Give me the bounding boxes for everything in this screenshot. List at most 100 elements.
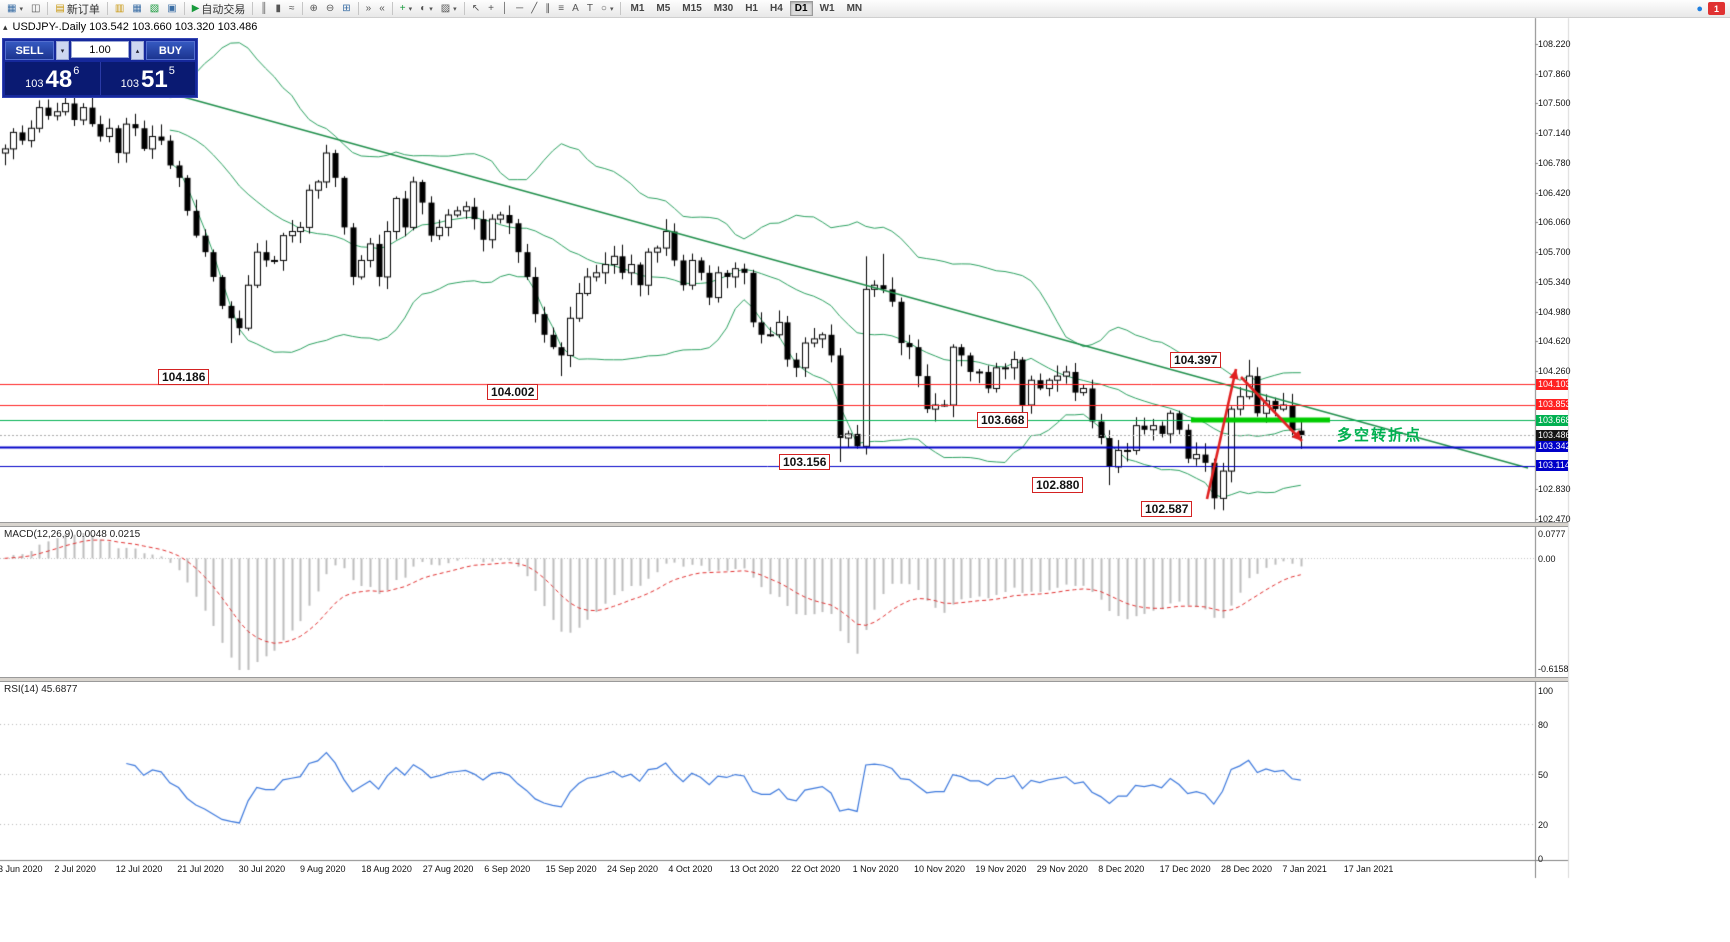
oneclick-collapse-icon[interactable]: ▴ <box>3 21 8 32</box>
date-axis-label: 21 Jul 2020 <box>177 864 224 874</box>
date-axis-label: 4 Oct 2020 <box>668 864 713 874</box>
label-tool-button[interactable]: T <box>583 1 597 17</box>
date-axis-label: 29 Nov 2020 <box>1036 864 1088 874</box>
profiles-button[interactable]: ◫ <box>27 1 44 17</box>
symbol-ohlc-text: USDJPY-.Daily 103.542 103.660 103.320 10… <box>12 21 258 33</box>
timeframe-h4[interactable]: H4 <box>765 1 788 16</box>
timeframe-h1[interactable]: H1 <box>740 1 763 16</box>
panel-separator[interactable] <box>0 522 1568 527</box>
buy-price-display[interactable]: 103 51 5 <box>99 62 196 95</box>
toolbar-separator <box>463 2 465 15</box>
date-axis-label: 6 Sep 2020 <box>484 864 531 874</box>
buy-price-base: 103 <box>120 77 140 90</box>
zoom-in-button[interactable]: ⊕ <box>306 1 322 17</box>
candlestick-chart-button[interactable]: ▮ <box>271 1 285 17</box>
text-tool-button[interactable]: A <box>568 1 583 17</box>
cn-annotation[interactable]: 多空转折点 <box>1337 427 1423 444</box>
price-annotation-label[interactable]: 103.156 <box>779 454 831 471</box>
crosshair-tool-button[interactable]: + <box>484 1 498 17</box>
new-order-button[interactable]: ▤ 新订单 <box>51 1 103 17</box>
terminal-button[interactable]: ▣ <box>163 1 180 17</box>
date-axis-label: 30 Jul 2020 <box>238 864 286 874</box>
date-axis-label: 28 Dec 2020 <box>1221 864 1273 874</box>
macd-axis-zero: 0.00 <box>1538 554 1556 565</box>
line-chart-button[interactable]: ≈ <box>285 1 299 17</box>
price-annotation-label[interactable]: 102.587 <box>1141 501 1193 518</box>
price-annotation-label[interactable]: 104.002 <box>487 384 539 401</box>
sell-button[interactable]: SELL <box>5 41 54 60</box>
fibonacci-tool-button[interactable]: ≡ <box>554 1 568 17</box>
price-axis-tick: 107.140 <box>1538 128 1571 139</box>
navigator-button[interactable]: ▧ <box>146 1 163 17</box>
one-click-trading-panel: SELL ▾ ▴ BUY 103 48 6 103 51 5 <box>2 38 198 98</box>
auto-scroll-button[interactable]: » <box>362 1 376 17</box>
chart-shift-button[interactable]: « <box>375 1 389 17</box>
price-annotation-label[interactable]: 104.397 <box>1170 351 1222 368</box>
price-annotation-label[interactable]: 103.668 <box>977 412 1029 429</box>
notification-badge[interactable]: 1 <box>1708 2 1725 15</box>
data-window-icon: ▦ <box>132 2 142 14</box>
price-annotation-label[interactable]: 102.880 <box>1032 477 1084 494</box>
date-axis-label: 12 Jul 2020 <box>115 864 163 874</box>
timeframe-w1[interactable]: W1 <box>815 1 840 16</box>
panel-separator[interactable] <box>0 677 1568 682</box>
timeframe-m30[interactable]: M30 <box>709 1 738 16</box>
main-toolbar: ▦ ▾ ◫ ▤ 新订单 ▥ ▦ ▧ ▣ ▶ 自动交易 ║ ▮ ≈ ⊕ ⊖ ⊞ »… <box>0 0 1730 18</box>
date-axis-label: 24 Sep 2020 <box>607 864 659 874</box>
date-axis-label: 23 Jun 2020 <box>0 864 43 874</box>
price-axis-tag: 103.668 <box>1536 414 1571 426</box>
trade-prices-row: 103 48 6 103 51 5 <box>5 62 195 95</box>
tile-windows-button[interactable]: ⊞ <box>338 1 354 17</box>
timeframe-d1[interactable]: D1 <box>789 1 813 16</box>
new-order-label: 新订单 <box>66 3 100 16</box>
cursor-tool-button[interactable]: ↖ <box>468 1 484 17</box>
buy-price-point: 5 <box>168 65 175 77</box>
tile-windows-icon: ⊞ <box>342 2 351 14</box>
shapes-tool-button[interactable]: ○ ▾ <box>597 1 618 17</box>
vertical-line-tool-button[interactable]: │ <box>498 1 512 17</box>
sell-price-pips: 48 <box>45 66 73 93</box>
new-chart-button[interactable]: ▦ ▾ <box>3 1 27 17</box>
horizontal-line-tool-button[interactable]: ─ <box>512 1 527 17</box>
timeframe-m1[interactable]: M1 <box>625 1 649 16</box>
templates-button[interactable]: ▨ ▾ <box>437 1 461 17</box>
channel-tool-button[interactable]: ∥ <box>541 1 554 17</box>
price-axis-tick: 102.470 <box>1538 514 1571 524</box>
volume-input[interactable] <box>71 41 129 58</box>
timeframe-mn[interactable]: MN <box>842 1 868 16</box>
periods-button[interactable]: ◐ ▾ <box>416 1 437 17</box>
notification-dot-icon[interactable]: ● <box>1696 2 1703 15</box>
terminal-icon: ▣ <box>167 2 177 14</box>
indicators-button[interactable]: + ▾ <box>396 1 416 17</box>
zoom-out-button[interactable]: ⊖ <box>322 1 338 17</box>
periods-icon: ◐ <box>420 2 427 14</box>
cursor-icon: ↖ <box>471 2 481 14</box>
toolbar-separator <box>47 2 49 15</box>
data-window-button[interactable]: ▦ <box>128 1 145 17</box>
zoom-in-icon: ⊕ <box>309 2 318 14</box>
trendline-tool-button[interactable]: ╱ <box>527 1 541 17</box>
bar-chart-button[interactable]: ║ <box>256 1 271 17</box>
timeframe-m15[interactable]: M15 <box>677 1 706 16</box>
price-axis-tick: 106.420 <box>1538 187 1571 198</box>
sell-price-display[interactable]: 103 48 6 <box>5 62 100 95</box>
toolbar-separator <box>391 2 393 15</box>
date-axis-label: 7 Jan 2021 <box>1282 864 1327 874</box>
sell-price-base: 103 <box>25 77 44 90</box>
volume-increase-button[interactable]: ▴ <box>131 41 144 60</box>
buy-button[interactable]: BUY <box>146 41 195 60</box>
date-axis-label: 8 Dec 2020 <box>1098 864 1145 874</box>
price-annotation-label[interactable]: 104.186 <box>158 369 210 386</box>
price-axis-tag: 103.486 <box>1536 429 1571 441</box>
autotrading-button[interactable]: ▶ 自动交易 <box>188 1 250 17</box>
date-axis-label: 9 Aug 2020 <box>300 864 346 874</box>
price-axis-tick: 102.830 <box>1538 484 1571 495</box>
timeframe-m5[interactable]: M5 <box>651 1 675 16</box>
new-order-icon: ▤ <box>55 2 65 14</box>
date-axis-label: 17 Dec 2020 <box>1159 864 1211 874</box>
price-axis-tag: 103.853 <box>1536 399 1571 411</box>
volume-decrease-button[interactable]: ▾ <box>56 41 69 60</box>
date-axis-label: 1 Nov 2020 <box>852 864 899 874</box>
market-watch-button[interactable]: ▥ <box>111 1 128 17</box>
